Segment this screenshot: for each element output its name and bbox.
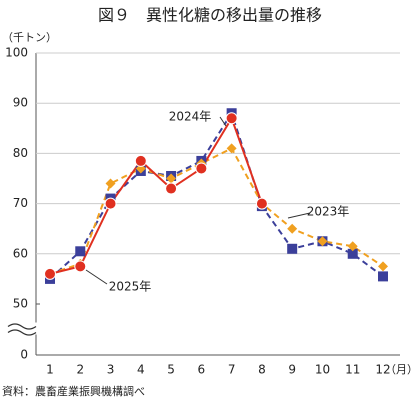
y-tick-label: 100 — [5, 46, 28, 60]
marker — [225, 112, 238, 125]
source: 資料：農畜産業振興機構調べ — [2, 384, 145, 398]
y-tick-label: 70 — [13, 196, 28, 210]
marker — [378, 271, 388, 282]
marker — [347, 241, 358, 252]
marker — [255, 197, 268, 210]
marker — [134, 154, 147, 167]
y-tick-label: 80 — [13, 146, 28, 160]
y-unit: （千トン） — [2, 31, 57, 44]
series-line — [49, 147, 384, 275]
x-unit: （月） — [385, 363, 418, 376]
x-tick-label: 8 — [258, 363, 266, 377]
x-tick-label: 9 — [288, 363, 296, 377]
marker — [75, 246, 86, 257]
marker — [347, 248, 358, 259]
x-tick-label: 4 — [137, 363, 145, 377]
y-tick-label: 50 — [13, 297, 28, 311]
series-label: 2023年 — [307, 205, 350, 219]
x-tick-label: 2 — [76, 363, 84, 377]
axis-break — [7, 329, 37, 336]
series-line — [49, 110, 384, 280]
leader-line — [219, 116, 227, 127]
marker — [165, 182, 178, 195]
x-tick-label: 11 — [345, 363, 360, 377]
series-line — [49, 115, 263, 275]
marker — [287, 223, 298, 234]
x-tick-label: 12 — [375, 363, 390, 377]
marker — [74, 260, 87, 273]
marker — [104, 197, 117, 210]
leader-line — [85, 269, 108, 285]
marker — [166, 173, 177, 184]
series-label: 2024年 — [169, 110, 212, 124]
axis-break — [7, 323, 37, 330]
x-tick-label: 6 — [198, 363, 206, 377]
marker — [378, 261, 388, 272]
x-tick-label: 1 — [46, 363, 54, 377]
x-tick-label: 10 — [315, 363, 330, 377]
y-tick-label: 60 — [13, 246, 28, 260]
x-tick-label: 3 — [107, 363, 115, 377]
marker — [105, 178, 116, 189]
chart-title: 図９ 異性化糖の移出量の推移 — [98, 6, 322, 25]
leader-line — [287, 212, 311, 219]
x-tick-label: 5 — [167, 363, 175, 377]
marker — [287, 243, 298, 254]
y-tick-label: 90 — [13, 96, 28, 110]
marker — [44, 267, 56, 280]
series-label: 2025年 — [109, 280, 152, 294]
marker — [317, 236, 328, 247]
marker — [195, 162, 208, 175]
x-tick-label: 7 — [228, 363, 236, 377]
y-tick-label: 0 — [20, 348, 28, 362]
marker — [226, 143, 237, 154]
